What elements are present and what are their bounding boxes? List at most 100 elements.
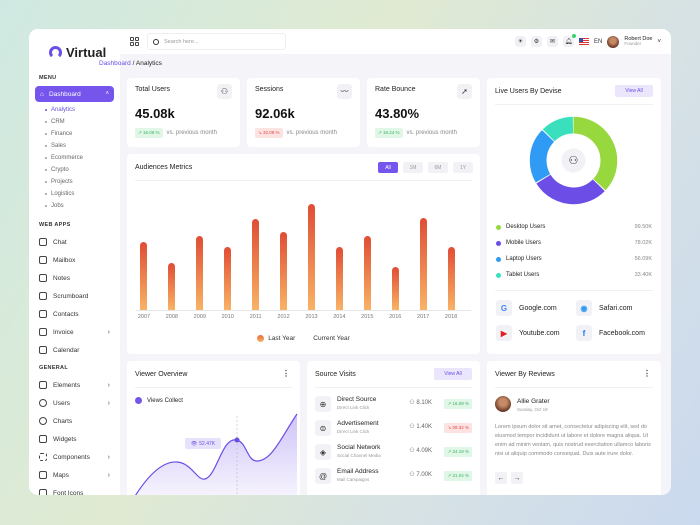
theme-toggle-button[interactable]: ☀: [515, 36, 526, 47]
general-nav: Elements › Users › Charts Widgets Componen…: [35, 376, 114, 495]
sidebar-item-scrumboard[interactable]: Scrumboard: [35, 287, 114, 305]
sidebar-item-maps[interactable]: Maps ›: [35, 466, 114, 484]
sidebar-subitem-crm[interactable]: CRM: [45, 116, 114, 128]
content: Dashboard / Analytics Total Users ⚇ 45.0…: [99, 54, 671, 495]
sidebar-item-components[interactable]: Components ›: [35, 448, 114, 466]
chat-icon: [39, 238, 47, 246]
prev-arrow-button[interactable]: ←: [495, 472, 507, 484]
avatar[interactable]: [607, 35, 620, 48]
us-flag-icon[interactable]: [579, 38, 589, 45]
sidebar-item-calendar[interactable]: Calendar: [35, 341, 114, 359]
sidebar-subitem-jobs[interactable]: Jobs: [45, 200, 114, 212]
site-youtube[interactable]: ▶ Youtube.com: [496, 325, 560, 341]
bar[interactable]: [419, 217, 427, 310]
breadcrumb-dashboard-link[interactable]: Dashboard: [99, 60, 131, 67]
bar[interactable]: [335, 246, 343, 310]
sidebar-item-contacts[interactable]: Contacts: [35, 305, 114, 323]
bar[interactable]: [168, 263, 176, 310]
home-icon: ⌂: [40, 90, 44, 98]
social-network-icon: ◈: [315, 444, 331, 460]
site-facebook[interactable]: f Facebook.com: [576, 325, 645, 341]
language-selector[interactable]: EN: [594, 38, 603, 45]
filter-all[interactable]: All: [378, 162, 398, 173]
bar[interactable]: [196, 236, 204, 310]
x-tick-label: 2011: [249, 314, 262, 320]
sidebar-item-dashboard[interactable]: ⌂ Dashboard ˄: [35, 86, 114, 102]
audience-metrics-card: Audiences Metrics All 1M 6M 1Y 2007 2008 2…: [127, 154, 480, 354]
user-menu[interactable]: Robert Doe Founder: [624, 36, 653, 47]
sidebar-item-widgets[interactable]: Widgets: [35, 430, 114, 448]
device-donut-chart: ⚇: [529, 116, 618, 205]
general-section-label: GENERAL: [39, 365, 68, 371]
settings-button[interactable]: ⚙: [531, 36, 542, 47]
sidebar-item-chat[interactable]: Chat: [35, 233, 114, 251]
source-visits-card: Source Visits View All ⊕ Direct Source Di…: [307, 361, 480, 495]
more-options-icon[interactable]: ⋮: [282, 369, 290, 378]
breadcrumb-current: Analytics: [135, 60, 162, 67]
site-google[interactable]: G Google.com: [496, 300, 557, 316]
filter-1m[interactable]: 1M: [403, 162, 423, 173]
source-row[interactable]: @ Email Address Mail Campaigns ⚇ 7.00K ↗ …: [315, 468, 472, 490]
bar[interactable]: [280, 231, 288, 310]
filter-1y[interactable]: 1Y: [453, 162, 473, 173]
sidebar-subitem-sales[interactable]: Sales: [45, 140, 114, 152]
notifications-button[interactable]: 🔔︎: [563, 34, 576, 47]
card-title: Viewer Overview: [135, 371, 188, 378]
filter-6m[interactable]: 6M: [428, 162, 448, 173]
bar-chart: [136, 194, 471, 311]
stat-card-total-users: Total Users ⚇ 45.08k ↗ 16.09 % vs. previo…: [127, 78, 240, 147]
bar[interactable]: [140, 242, 148, 310]
sidebar-item-notes[interactable]: Notes: [35, 269, 114, 287]
webapps-nav: Chat Mailbox Notes Scrumboard Contacts I…: [35, 233, 114, 359]
logo[interactable]: Virtual: [35, 37, 114, 67]
mail-icon: [39, 256, 47, 264]
sidebar-subitem-finance[interactable]: Finance: [45, 128, 114, 140]
dashboard-submenu: Analytics CRM Finance Sales Ecommerce Cr…: [35, 104, 114, 212]
legend-current-year[interactable]: Current Year: [313, 335, 350, 342]
sidebar-subitem-ecommerce[interactable]: Ecommerce: [45, 152, 114, 164]
bar[interactable]: [307, 203, 315, 310]
bar[interactable]: [391, 266, 399, 310]
eye-icon: 👁︎: [190, 440, 198, 447]
search-input[interactable]: Search here...: [147, 33, 286, 50]
mail-button[interactable]: ✉: [547, 36, 558, 47]
sidebar-item-elements[interactable]: Elements ›: [35, 376, 114, 394]
users-icon: ⚇: [217, 84, 232, 99]
sidebar-subitem-analytics[interactable]: Analytics: [45, 104, 114, 116]
bar[interactable]: [252, 218, 260, 310]
source-row[interactable]: ⊜ Advertisement Direct Link Click ⚇ 1.40K…: [315, 420, 472, 442]
bar[interactable]: [224, 246, 232, 310]
bar[interactable]: [447, 246, 455, 310]
sidebar-item-invoice[interactable]: Invoice ›: [35, 323, 114, 341]
elements-icon: [39, 381, 47, 389]
sidebar: Virtual MENU ⌂ Dashboard ˄ Analytics CRM…: [29, 29, 120, 495]
x-tick-label: 2018: [444, 314, 458, 320]
apps-grid-icon[interactable]: [130, 37, 139, 46]
chevron-down-icon[interactable]: ˅: [657, 38, 661, 45]
next-arrow-button[interactable]: →: [511, 472, 523, 484]
change-badge-down: ↘ 32.09 %: [255, 128, 283, 138]
sidebar-item-charts[interactable]: Charts: [35, 412, 114, 430]
safari-icon: ◉: [576, 300, 592, 316]
view-all-button[interactable]: View All: [615, 85, 653, 97]
source-row[interactable]: ◈ Social Network Social Channel Media ⚇ 4…: [315, 444, 472, 466]
calendar-icon: [39, 346, 47, 354]
site-safari[interactable]: ◉ Safari.com: [576, 300, 632, 316]
sidebar-item-mailbox[interactable]: Mailbox: [35, 251, 114, 269]
legend-last-year[interactable]: Last Year: [257, 335, 295, 342]
sidebar-item-font-icons[interactable]: Font Icons: [35, 484, 114, 495]
more-options-icon[interactable]: ⋮: [643, 369, 651, 378]
bar[interactable]: [363, 236, 371, 310]
sidebar-subitem-crypto[interactable]: Crypto: [45, 164, 114, 176]
view-all-button[interactable]: View All: [434, 368, 472, 380]
viewer-reviews-card: Viewer By Reviews ⋮ Allie Grater Sunday,…: [487, 361, 661, 495]
users-icon: [39, 399, 47, 407]
sidebar-item-users[interactable]: Users ›: [35, 394, 114, 412]
sidebar-subitem-logistics[interactable]: Logistics: [45, 188, 114, 200]
card-title: Live Users By Devise: [495, 88, 562, 95]
change-badge-up: ↗ 16.09 %: [135, 128, 163, 138]
source-row[interactable]: ⊕ Direct Source Direct Link Click ⚇ 8.10K…: [315, 396, 472, 418]
viewer-overview-card: Viewer Overview ⋮ Views Collect 👁︎ 52.47K: [127, 361, 300, 495]
app-name: Virtual: [66, 44, 107, 60]
sidebar-subitem-projects[interactable]: Projects: [45, 176, 114, 188]
